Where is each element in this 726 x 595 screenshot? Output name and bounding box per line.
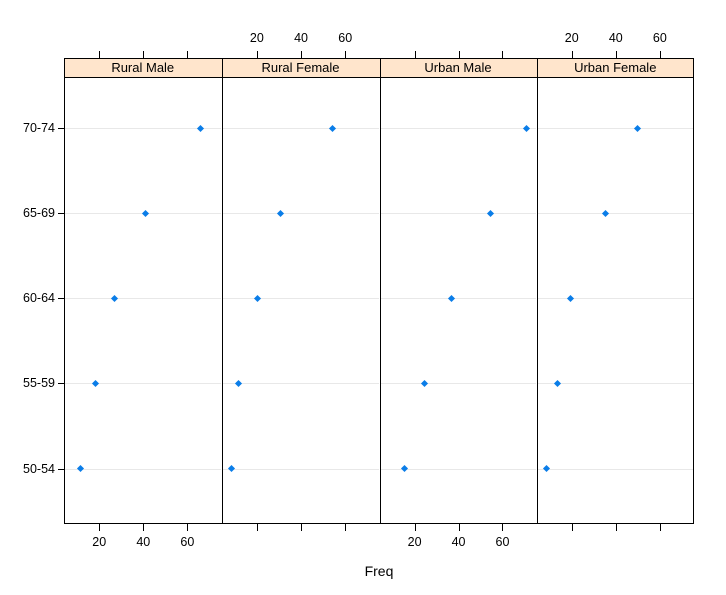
x-tick-mark-top [615, 51, 617, 58]
row-guide-line [537, 213, 693, 215]
x-tick-label: 40 [451, 535, 466, 549]
row-guide-line [65, 298, 221, 300]
x-tick-mark-top [458, 51, 460, 58]
x-tick-mark-top [256, 51, 258, 58]
x-tick-mark-top [187, 51, 189, 58]
x-tick-mark-bottom [187, 524, 189, 531]
x-tick-mark-top [301, 51, 303, 58]
row-guide-line [65, 383, 221, 385]
x-tick-mark-bottom [345, 524, 347, 531]
row-guide-line [222, 298, 379, 300]
panel-divider [379, 58, 381, 524]
x-tick-mark-top [414, 51, 416, 58]
row-guide-line [537, 298, 693, 300]
y-tick-mark [58, 298, 64, 300]
y-tick-label: 60-64 [23, 291, 55, 306]
y-tick-mark [58, 128, 64, 129]
strip-label: Rural Female [261, 60, 340, 75]
x-tick-mark-top [659, 51, 661, 58]
row-guide-line [380, 213, 536, 215]
panel-divider [221, 58, 223, 524]
row-guide-line [222, 213, 379, 215]
x-tick-label: 20 [249, 31, 264, 45]
x-tick-label: 60 [652, 31, 667, 45]
x-tick-mark-top [502, 51, 504, 58]
strip-label: Urban Male [424, 60, 492, 75]
row-guide-line [380, 128, 536, 129]
strip-label: Rural Male [111, 60, 175, 75]
x-tick-mark-bottom [458, 524, 460, 531]
row-guide-line [380, 468, 536, 470]
row-guide-line [65, 128, 221, 129]
y-tick-mark [58, 468, 64, 470]
x-tick-mark-top [143, 51, 145, 58]
row-guide-line [380, 383, 536, 385]
x-tick-mark-bottom [571, 524, 573, 531]
x-axis-title: Freq [364, 563, 394, 579]
y-tick-label: 70-74 [23, 121, 55, 135]
x-tick-mark-bottom [301, 524, 303, 531]
row-guide-line [222, 468, 379, 470]
x-tick-mark-bottom [99, 524, 101, 531]
strip-label: Urban Female [574, 60, 657, 75]
x-tick-label: 20 [564, 31, 579, 45]
x-tick-mark-bottom [256, 524, 258, 531]
row-guide-line [222, 128, 379, 129]
x-tick-mark-top [571, 51, 573, 58]
row-guide-line [537, 128, 693, 129]
y-tick-label: 55-59 [23, 376, 55, 391]
row-guide-line [65, 468, 221, 470]
x-tick-mark-bottom [615, 524, 617, 531]
y-tick-label: 65-69 [23, 206, 55, 221]
x-tick-mark-bottom [143, 524, 145, 531]
x-tick-mark-bottom [502, 524, 504, 531]
row-guide-line [537, 383, 693, 385]
y-tick-mark [58, 383, 64, 385]
y-tick-label: 50-54 [23, 461, 55, 476]
x-tick-mark-top [99, 51, 101, 58]
x-tick-mark-top [345, 51, 347, 58]
row-guide-line [222, 383, 379, 385]
x-tick-mark-bottom [659, 524, 661, 531]
x-tick-label: 20 [407, 535, 422, 549]
panel-area-outline [64, 77, 694, 524]
x-tick-mark-bottom [414, 524, 416, 531]
x-tick-label: 40 [608, 31, 623, 45]
x-tick-label: 40 [136, 535, 151, 549]
y-tick-mark [58, 213, 64, 215]
x-tick-label: 40 [294, 31, 308, 45]
x-tick-label: 60 [338, 31, 353, 45]
x-tick-label: 20 [92, 535, 107, 549]
x-tick-label: 60 [180, 535, 195, 549]
row-guide-line [537, 468, 693, 470]
panel-divider [536, 58, 538, 524]
x-tick-label: 60 [495, 535, 510, 549]
row-guide-line [380, 298, 536, 300]
